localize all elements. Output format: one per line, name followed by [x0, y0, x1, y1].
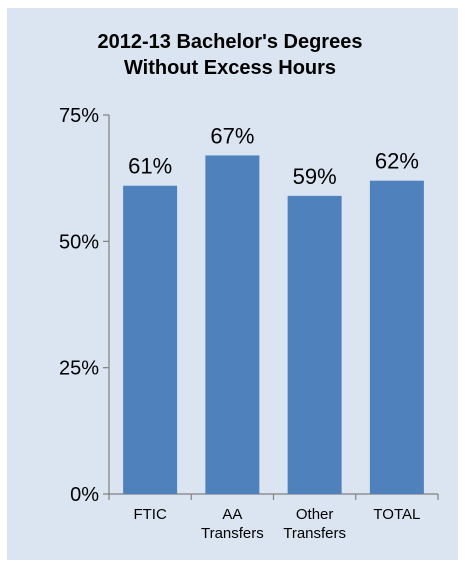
bar	[123, 185, 178, 494]
chart-title-line-2: Without Excess Hours	[124, 57, 336, 79]
data-label: 62%	[375, 149, 419, 174]
data-label: 61%	[128, 154, 172, 179]
data-label: 59%	[293, 164, 337, 189]
x-tick-label: Transfers	[283, 525, 346, 542]
chart-title-line-1: 2012-13 Bachelor's Degrees	[98, 31, 363, 53]
bar	[369, 180, 424, 494]
x-tick-label: TOTAL	[373, 506, 420, 523]
y-tick-label: 75%	[59, 105, 99, 127]
y-tick-label: 50%	[59, 231, 99, 253]
bar	[205, 155, 260, 494]
bar	[287, 195, 342, 494]
y-tick-label: 0%	[70, 484, 99, 506]
data-label: 67%	[210, 123, 254, 148]
x-tick-label: AA	[222, 506, 242, 523]
x-tick-label: Other	[296, 506, 334, 523]
x-tick-label: FTIC	[133, 506, 166, 523]
y-tick-label: 25%	[59, 358, 99, 380]
plot-area: 0% 25% 50% 75% 61% FTIC 67% AA Transfers 59% Other…	[59, 105, 439, 542]
x-tick-label: Transfers	[201, 525, 264, 542]
